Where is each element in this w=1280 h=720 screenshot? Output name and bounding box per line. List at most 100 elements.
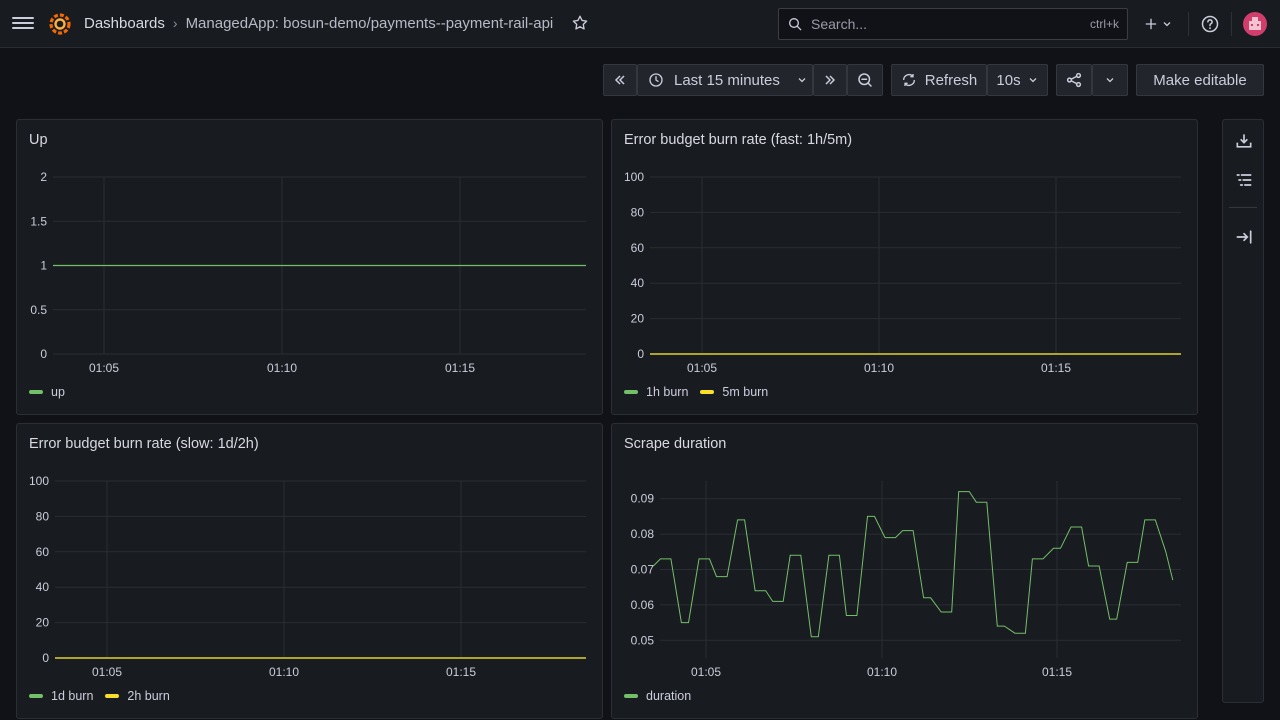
help-icon[interactable]: [1200, 14, 1220, 34]
add-new-button[interactable]: [1140, 12, 1176, 36]
scrape-duration-chart[interactable]: 0.09 0.08 0.07 0.06 0.05 01:05 01:10 01:15: [612, 424, 1199, 720]
search-icon: [789, 18, 802, 31]
y-tick-label: 0.07: [631, 563, 655, 577]
share-options-button[interactable]: [1092, 64, 1128, 96]
y-tick-label: 0.09: [631, 492, 655, 506]
collapse-right-icon[interactable]: [1234, 227, 1254, 247]
time-range-label: Last 15 minutes: [674, 71, 780, 89]
divider: [1188, 12, 1189, 36]
refresh-label: Refresh: [924, 71, 978, 89]
menu-icon[interactable]: [12, 14, 34, 34]
fast-burn-chart[interactable]: 100 80 60 40 20 0 01:05 01:10 01:15: [612, 120, 1199, 416]
x-tick-label: 01:05: [89, 361, 119, 375]
time-range-picker[interactable]: Last 15 minutes: [637, 64, 813, 96]
legend-item[interactable]: 1h burn: [624, 385, 688, 399]
chevron-down-icon: [1029, 78, 1037, 83]
chevron-down-icon: [1106, 78, 1114, 83]
make-editable-button[interactable]: Make editable: [1136, 64, 1264, 96]
y-tick-label: 2: [40, 170, 47, 184]
legend-item[interactable]: 5m burn: [700, 385, 768, 399]
y-tick-label: 100: [29, 474, 49, 488]
time-shift-back-button[interactable]: [603, 64, 637, 96]
x-tick-label: 01:15: [1042, 665, 1072, 679]
legend-item[interactable]: up: [29, 385, 65, 399]
series-line-duration[interactable]: [652, 491, 1174, 638]
avatar[interactable]: [1243, 12, 1267, 36]
legend-item[interactable]: duration: [624, 689, 691, 703]
legend-swatch: [105, 694, 120, 698]
y-tick-label: 1.5: [30, 214, 47, 228]
y-tick-label: 0: [42, 651, 49, 665]
legend-swatch: [624, 390, 638, 394]
chart-legend: 1d burn 2h burn: [29, 689, 170, 703]
refresh-interval-label: 10s: [996, 71, 1021, 89]
y-tick-label: 0: [637, 347, 644, 361]
outline-list-icon[interactable]: [1234, 170, 1254, 190]
legend-label: up: [51, 385, 65, 399]
y-tick-label: 80: [36, 509, 50, 523]
zoom-out-button[interactable]: [847, 64, 883, 96]
page-title: ManagedApp: bosun-demo/payments--payment…: [185, 14, 554, 32]
panel-scrape-duration[interactable]: Scrape duration 0.09 0.08 0.07 0.06 0.05 01:0…: [611, 423, 1198, 719]
y-tick-label: 100: [624, 170, 644, 184]
chevron-down-icon: [798, 78, 806, 83]
y-tick-label: 60: [631, 241, 645, 255]
refresh-icon: [902, 74, 915, 86]
y-tick-label: 0: [40, 347, 47, 361]
share-icon: [1066, 72, 1082, 88]
y-tick-label: 1: [40, 259, 47, 273]
clock-icon: [649, 73, 663, 87]
breadcrumb-dashboards-link[interactable]: Dashboards: [84, 14, 165, 32]
x-tick-label: 01:10: [269, 665, 299, 679]
download-icon[interactable]: [1234, 131, 1254, 151]
x-tick-label: 01:10: [267, 361, 297, 375]
refresh-button[interactable]: Refresh: [891, 64, 987, 96]
legend-item[interactable]: 2h burn: [105, 689, 170, 703]
panel-slow-burn[interactable]: Error budget burn rate (slow: 1d/2h) 100…: [16, 423, 603, 719]
time-shift-forward-button[interactable]: [813, 64, 847, 96]
x-tick-label: 01:15: [445, 361, 475, 375]
share-button[interactable]: [1056, 64, 1092, 96]
legend-label: duration: [646, 689, 692, 703]
panel-title: Scrape duration: [624, 436, 727, 452]
star-icon[interactable]: [571, 14, 589, 32]
search-bar[interactable]: ctrl+k: [778, 8, 1128, 40]
y-tick-label: 0.08: [631, 527, 655, 541]
top-navbar: Dashboards › ManagedApp: bosun-demo/paym…: [0, 0, 1280, 48]
legend-item[interactable]: 1d burn: [29, 689, 93, 703]
legend-swatch: [700, 390, 715, 394]
panel-title: Error budget burn rate (slow: 1d/2h): [29, 436, 259, 452]
y-tick-label: 80: [631, 205, 645, 219]
chart-legend: 1h burn 5m burn: [624, 385, 768, 399]
panel-title: Up: [29, 132, 48, 148]
x-tick-label: 01:15: [446, 665, 476, 679]
x-tick-label: 01:10: [864, 361, 894, 375]
up-chart[interactable]: 2 1.5 1 0.5 0 01:05 01:10 01:15: [17, 120, 604, 416]
x-tick-label: 01:05: [687, 361, 717, 375]
breadcrumb-separator: ›: [172, 15, 178, 31]
y-tick-label: 0.5: [30, 303, 47, 317]
search-input[interactable]: [811, 16, 1090, 32]
x-tick-label: 01:05: [691, 665, 721, 679]
panel-up[interactable]: Up 2 1.5 1 0.5 0 01:05 01:10 01:15 up: [16, 119, 603, 415]
refresh-interval-picker[interactable]: 10s: [987, 64, 1048, 96]
legend-label: 5m burn: [722, 385, 769, 399]
legend-label: 1h burn: [646, 385, 689, 399]
y-tick-label: 20: [631, 312, 645, 326]
y-tick-label: 20: [36, 616, 50, 630]
chevron-down-icon: [1163, 22, 1171, 27]
chart-legend: up: [29, 385, 65, 399]
y-tick-label: 0.06: [631, 598, 655, 612]
slow-burn-chart[interactable]: 100 80 60 40 20 0 01:05 01:10 01:15: [17, 424, 604, 720]
panel-fast-burn[interactable]: Error budget burn rate (fast: 1h/5m) 100…: [611, 119, 1198, 415]
y-tick-label: 0.05: [631, 633, 655, 647]
breadcrumb: Dashboards › ManagedApp: bosun-demo/paym…: [84, 14, 589, 32]
double-chevron-left-icon: [614, 75, 625, 85]
side-rail: [1222, 119, 1264, 703]
search-shortcut-hint: ctrl+k: [1089, 17, 1119, 31]
grafana-logo-icon[interactable]: [48, 12, 72, 36]
legend-label: 2h burn: [127, 689, 170, 703]
panel-title: Error budget burn rate (fast: 1h/5m): [624, 132, 853, 148]
legend-label: 1d burn: [51, 689, 94, 703]
x-tick-label: 01:05: [92, 665, 122, 679]
